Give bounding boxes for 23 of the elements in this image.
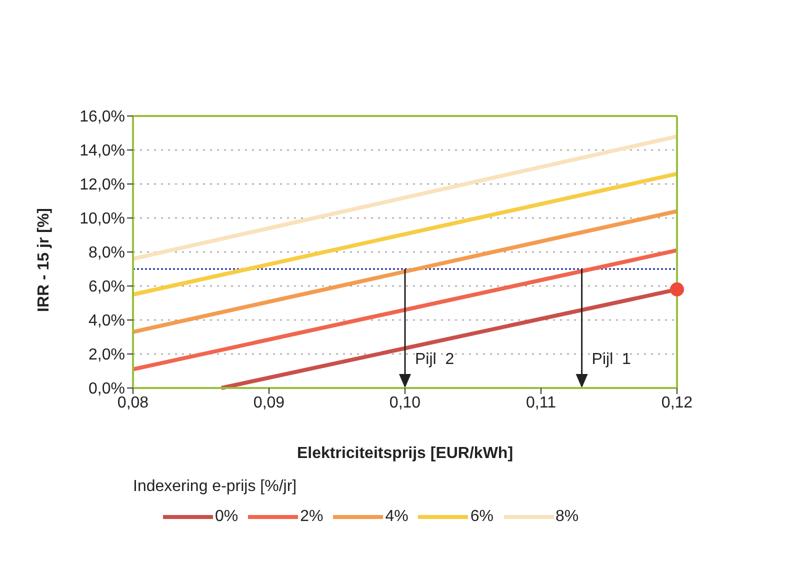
x-axis-title: Elektriciteitsprijs [EUR/kWh] bbox=[296, 445, 514, 462]
y-tick-label: 10,0% bbox=[80, 210, 125, 228]
x-tick-label: 0,11 bbox=[526, 394, 556, 412]
legend-title: Indexering e-prijs [%/jr] bbox=[133, 478, 298, 496]
x-tick-label: 0,08 bbox=[117, 394, 149, 412]
legend-label: 8% bbox=[556, 508, 579, 526]
y-tick-label: 12,0% bbox=[80, 176, 125, 194]
y-tick-label: 16,0% bbox=[80, 108, 125, 126]
y-axis-title: IRR - 15 jr [%] bbox=[36, 208, 53, 312]
legend-label: 2% bbox=[300, 508, 324, 526]
x-tick-label: 0,09 bbox=[253, 394, 285, 412]
annotation: Pijl 2 bbox=[415, 351, 454, 368]
legend-label: 0% bbox=[215, 508, 238, 526]
legend-label: 4% bbox=[385, 508, 408, 526]
annotation: Pijl 1 bbox=[592, 351, 632, 368]
y-tick-label: 2,0% bbox=[88, 346, 125, 364]
y-tick-label: 8,0% bbox=[88, 244, 125, 262]
y-tick-label: 4,0% bbox=[88, 312, 125, 330]
y-tick-label: 14,0% bbox=[80, 142, 125, 160]
x-tick-label: 0,10 bbox=[389, 394, 421, 412]
legend-label: 6% bbox=[470, 508, 494, 526]
y-tick-label: 6,0% bbox=[88, 278, 125, 296]
x-tick-label: 0,12 bbox=[661, 394, 693, 412]
